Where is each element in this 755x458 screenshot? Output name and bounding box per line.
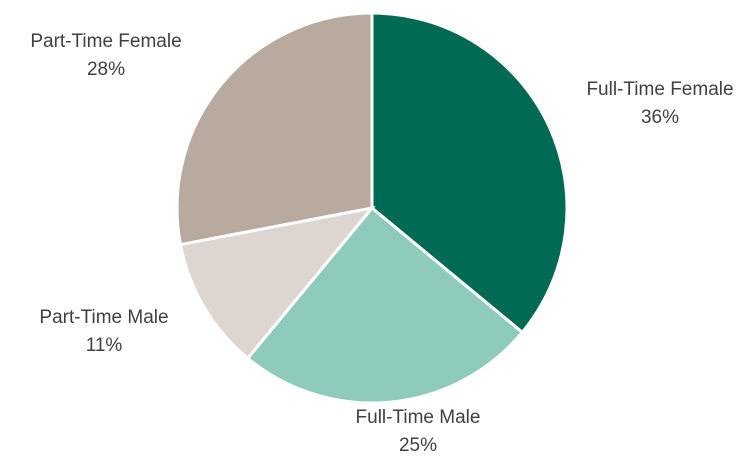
slice-label: Part-Time Male <box>39 307 168 328</box>
slice-label: Full-Time Male <box>356 407 481 428</box>
slice-value: 25% <box>399 435 437 456</box>
slice-value: 11% <box>86 335 123 356</box>
pie-slice <box>175 11 374 247</box>
slice-label: Full-Time Female <box>586 79 733 100</box>
slice-label: Part-Time Female <box>30 31 181 52</box>
slice-value: 36% <box>641 107 679 128</box>
pie-slice <box>370 11 569 335</box>
pie-slice <box>245 205 525 405</box>
slice-value: 28% <box>87 59 125 80</box>
pie-slice <box>178 205 376 361</box>
